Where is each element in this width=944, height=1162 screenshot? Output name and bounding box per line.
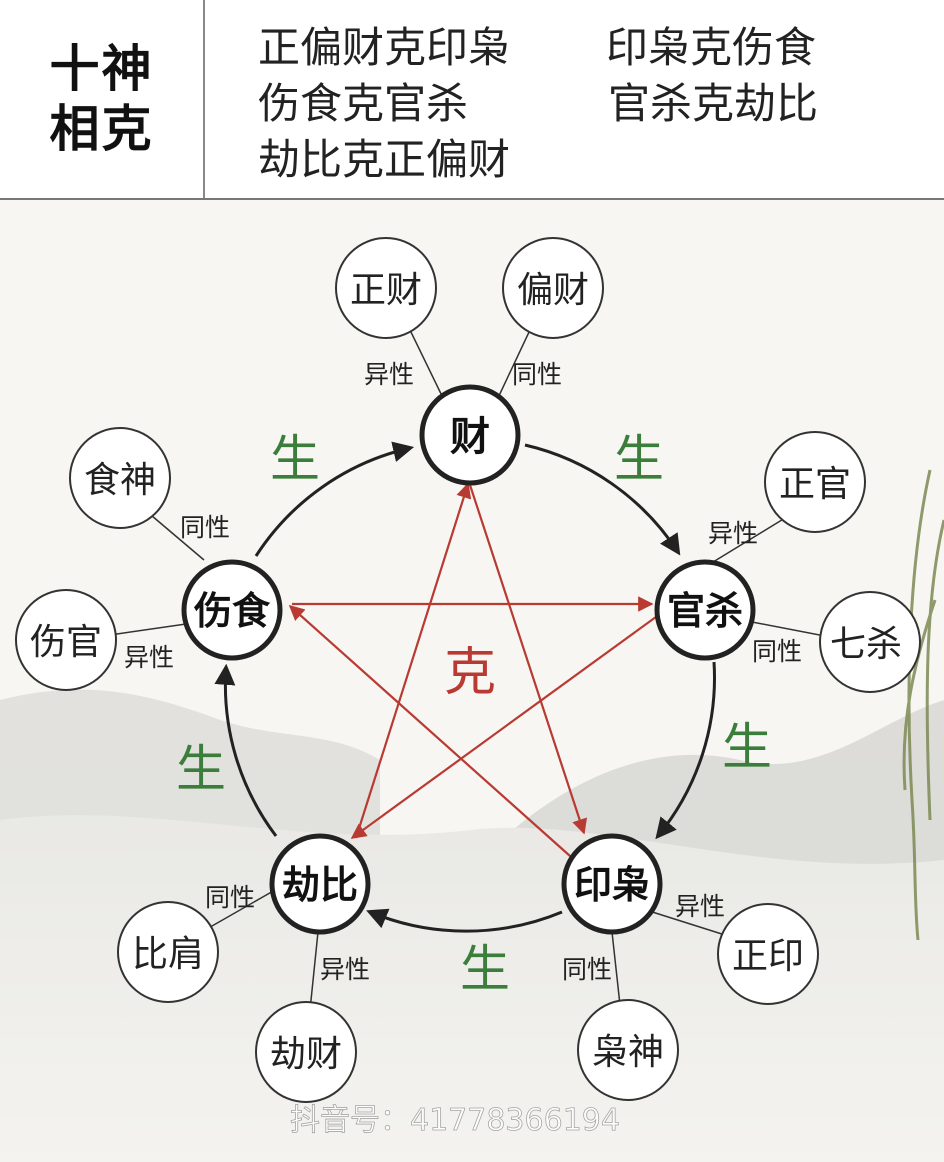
- title-line-2: 相克: [49, 100, 154, 158]
- label-tongxing-guansha: 同性: [752, 637, 802, 666]
- arrow-yinxiao-to-jiebi: [366, 908, 563, 933]
- sheng-label-1: 生: [270, 430, 320, 488]
- label-tongxing-cai: 同性: [512, 360, 562, 389]
- relation-labels: 异性 同性 异性 同性 异性 同性 同性 异性 同性 异性: [124, 360, 802, 984]
- sheng-labels: 生 生 生 生 生: [176, 430, 772, 998]
- main-node-yinxiao: 印枭: [561, 833, 663, 935]
- main-node-guansha: 官杀: [654, 559, 756, 661]
- sub-node-zhengyin-label: 正印: [732, 936, 804, 977]
- sub-node-bijian-label: 比肩: [132, 934, 204, 975]
- arrow-shangshi-to-cai: [254, 441, 415, 557]
- sub-node-zhengcai: 正财: [335, 237, 437, 339]
- willow-decoration: [902, 469, 944, 941]
- main-node-cai-label: 财: [450, 414, 490, 460]
- main-node-guansha-label: 官杀: [667, 589, 743, 633]
- watermark-text: 抖音号：41778366194: [290, 1103, 620, 1138]
- title-box: 十神 相克: [0, 0, 205, 198]
- ten-gods-diagram: 财 官杀 印枭 劫比 伤食 正财 偏财 正官 七杀 正印 枭神: [0, 237, 944, 1162]
- rule-2: 印枭克伤食: [606, 23, 817, 72]
- sheng-label-5: 生: [176, 740, 226, 798]
- arrow-guansha-to-jiebi: [350, 613, 661, 839]
- main-node-yinxiao-label: 印枭: [574, 863, 650, 907]
- main-node-jiebi-label: 劫比: [282, 863, 358, 907]
- label-tongxing-shangshi: 同性: [180, 513, 230, 542]
- ke-star-arrows: [288, 482, 661, 857]
- rule-1: 正偏财克印枭: [258, 23, 511, 72]
- sub-node-jiecai-label: 劫财: [270, 1034, 342, 1075]
- title-line-1: 十神: [49, 40, 154, 98]
- header-panel: 十神 相克 正偏财克印枭 印枭克伤食 伤食克官杀 官杀克劫比 劫比克正偏财: [0, 0, 944, 200]
- sub-node-jiecai: 劫财: [255, 1001, 357, 1103]
- sub-node-shishen: 食神: [69, 427, 171, 529]
- sub-node-qisha-label: 七杀: [830, 624, 902, 665]
- sub-node-shangguan: 伤官: [15, 589, 117, 691]
- sheng-label-3: 生: [722, 718, 772, 776]
- sheng-label-4: 生: [460, 940, 510, 998]
- sub-node-shishen-label: 食神: [84, 460, 156, 501]
- watermark: 抖音号：41778366194: [290, 1103, 621, 1139]
- sub-node-zhengyin: 正印: [717, 903, 819, 1005]
- sheng-label-2: 生: [614, 430, 664, 488]
- label-yixing-jiebi: 异性: [320, 955, 370, 984]
- arrow-cai-to-guansha: [524, 443, 681, 556]
- ke-label: 克: [444, 643, 496, 703]
- sub-node-xiaoshen-label: 枭神: [592, 1032, 664, 1073]
- rule-4: 官杀克劫比: [608, 79, 819, 128]
- arrow-jiebi-to-shangshi: [214, 663, 278, 837]
- arrow-jiebi-to-cai: [354, 482, 472, 839]
- arrow-guansha-to-yinxiao: [655, 661, 716, 840]
- sub-node-shangguan-label: 伤官: [30, 622, 102, 663]
- main-node-shangshi-label: 伤食: [193, 589, 271, 633]
- rule-5: 劫比克正偏财: [258, 135, 511, 184]
- sub-node-zhengguan: 正官: [764, 431, 866, 533]
- background-mountains: [0, 689, 944, 1162]
- sub-node-piancai-label: 偏财: [517, 270, 589, 311]
- arrow-yinxiao-to-shangshi: [288, 604, 571, 857]
- label-yixing-yinxiao: 异性: [675, 892, 725, 921]
- main-node-shangshi: 伤食: [181, 559, 283, 661]
- main-node-cai: 财: [419, 384, 521, 486]
- label-yixing-cai: 异性: [364, 360, 414, 389]
- sub-node-qisha: 七杀: [819, 591, 921, 693]
- sub-node-xiaoshen: 枭神: [577, 999, 679, 1101]
- sub-node-zhengcai-label: 正财: [350, 270, 422, 311]
- sub-node-bijian: 比肩: [117, 901, 219, 1003]
- arrow-cai-to-yinxiao: [468, 484, 588, 835]
- label-tongxing-jiebi: 同性: [205, 883, 255, 912]
- main-node-jiebi: 劫比: [269, 833, 371, 935]
- label-yixing-shangshi: 异性: [124, 643, 174, 672]
- rule-3: 伤食克官杀: [258, 79, 469, 128]
- sheng-cycle-arrows: [214, 441, 716, 933]
- label-yixing-guansha: 异性: [708, 519, 758, 548]
- sub-node-zhengguan-label: 正官: [779, 464, 851, 505]
- sub-node-piancai: 偏财: [502, 237, 604, 339]
- label-tongxing-yinxiao: 同性: [562, 955, 612, 984]
